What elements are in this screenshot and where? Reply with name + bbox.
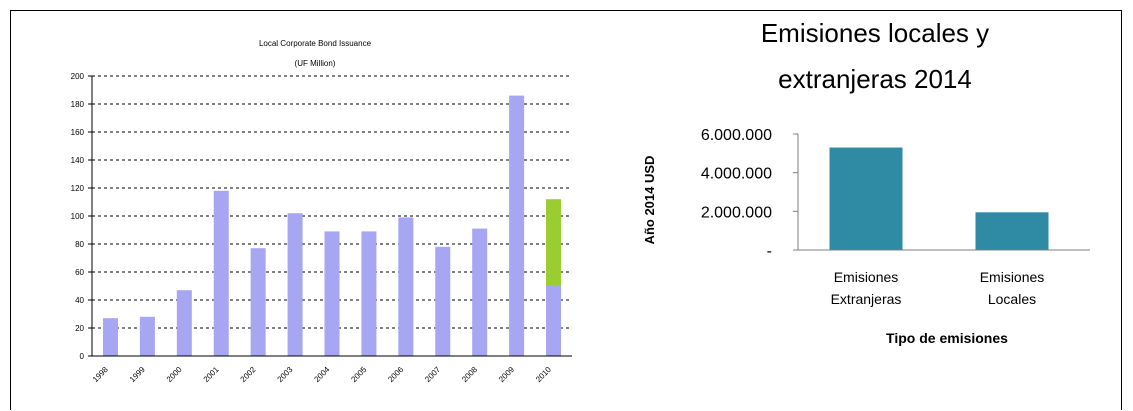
local-bond-issuance-chart: Local Corporate Bond Issuance (UF Millio… [71, 39, 572, 384]
left-bar-2003-series-1 [287, 213, 303, 356]
right-chart-xlabel: Tipo de emisiones [886, 330, 1008, 346]
left-chart-title: Local Corporate Bond Issuance [259, 39, 372, 48]
left-x-tick-label: 1998 [91, 365, 110, 384]
left-x-tick-label: 2003 [276, 365, 295, 384]
left-y-tick-label: 140 [71, 156, 85, 165]
left-y-tick-label: 180 [71, 100, 85, 109]
right-bar-1 [829, 147, 903, 250]
left-y-tick-label: 40 [75, 296, 84, 305]
left-bar-2010-series-1 [546, 286, 562, 356]
right-bar-2 [975, 212, 1049, 250]
left-x-tick-label: 2010 [534, 365, 553, 384]
left-x-tick-label: 2004 [312, 365, 331, 384]
left-y-tick-label: 160 [71, 128, 85, 137]
right-y-tick-label: 4.000.000 [701, 166, 772, 183]
left-x-tick-label: 2006 [386, 365, 405, 384]
left-x-tick-label: 2000 [165, 365, 184, 384]
left-bar-2005-series-1 [361, 231, 377, 356]
left-y-tick-label: 120 [71, 184, 85, 193]
left-bar-2009-series-1 [509, 95, 525, 356]
right-chart-title-line1: Emisiones locales y [761, 18, 989, 48]
left-bar-2000-series-1 [176, 290, 192, 356]
left-y-tick-label: 200 [71, 72, 85, 81]
left-chart-subtitle: (UF Million) [295, 59, 336, 68]
left-y-tick-label: 20 [75, 324, 84, 333]
left-bar-2001-series-1 [213, 190, 229, 356]
right-x-tick-label: Emisiones Extranjeras [831, 269, 902, 307]
left-x-tick-label: 2007 [423, 365, 442, 384]
left-x-tick-label: 2008 [460, 365, 479, 384]
left-bar-2002-series-1 [250, 248, 266, 356]
left-y-tick-label: 80 [75, 240, 84, 249]
left-x-tick-label: 1999 [128, 365, 147, 384]
right-chart-ylabel: Año 2014 USD [642, 156, 657, 245]
left-y-tick-label: 0 [80, 352, 85, 361]
left-y-tick-label: 60 [75, 268, 84, 277]
right-y-tick-label: - [767, 243, 772, 260]
local-foreign-emissions-chart: Emisiones locales y extranjeras 2014 Año… [642, 18, 1090, 346]
left-x-tick-label: 2002 [239, 365, 258, 384]
left-x-tick-label: 2009 [497, 365, 516, 384]
figure-frame [10, 10, 1122, 410]
right-y-tick-label: 2.000.000 [701, 204, 772, 221]
left-bar-2006-series-1 [398, 217, 414, 356]
left-y-tick-label: 100 [71, 212, 85, 221]
left-bar-2007-series-1 [435, 246, 451, 356]
left-x-tick-label: 2005 [349, 365, 368, 384]
right-y-tick-label: 6.000.000 [701, 127, 772, 144]
right-chart-title-line2: extranjeras 2014 [778, 64, 972, 94]
left-bar-2008-series-1 [472, 228, 488, 356]
left-bar-1999-series-1 [139, 316, 155, 356]
right-x-tick-label: Emisiones Locales [980, 269, 1045, 307]
left-bar-1998-series-1 [102, 318, 118, 356]
left-x-tick-label: 2001 [202, 365, 221, 384]
left-bar-2010-series-2 [546, 199, 562, 286]
left-bar-2004-series-1 [324, 231, 340, 356]
